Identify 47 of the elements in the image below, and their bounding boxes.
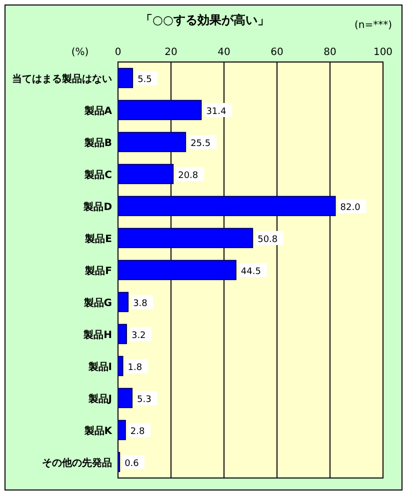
y-tick-label: 製品I — [87, 361, 112, 373]
data-label: 3.2 — [131, 331, 146, 341]
y-tick-label: 製品K — [83, 425, 114, 437]
bar — [118, 164, 174, 184]
y-tick-label: 製品J — [87, 393, 112, 405]
data-label: 31.4 — [206, 107, 227, 117]
y-tick-label: その他の先発品 — [42, 457, 112, 469]
bar — [118, 420, 126, 440]
bar — [118, 292, 129, 312]
y-tick-label: 当てはまる製品はない — [12, 73, 112, 85]
bar — [118, 68, 134, 88]
chart-title: 「○○する効果が高い」 — [140, 13, 270, 27]
data-label: 50.8 — [258, 235, 278, 245]
bar — [118, 100, 202, 120]
data-label: 5.3 — [137, 395, 152, 405]
y-tick-label: 製品C — [84, 169, 112, 181]
text: (n=***) — [354, 20, 392, 31]
data-label: 82.0 — [340, 203, 361, 213]
x-tick-label: 40 — [218, 47, 230, 58]
bar — [118, 388, 133, 408]
data-label: 44.5 — [240, 267, 261, 277]
x-tick-label: 80 — [324, 47, 336, 58]
x-axis-title: (%) — [71, 47, 89, 58]
data-label: 0.6 — [124, 459, 140, 469]
y-tick-label: 製品B — [83, 137, 112, 149]
y-tick-label: 製品D — [82, 201, 112, 213]
bar — [118, 324, 127, 344]
bar — [118, 196, 336, 216]
data-label: 25.5 — [190, 139, 211, 149]
data-label: 3.8 — [133, 299, 148, 309]
bar — [118, 132, 186, 152]
y-tick-label: 製品A — [83, 105, 112, 117]
y-tick-label: 製品H — [82, 329, 112, 341]
y-tick-label: 製品F — [84, 265, 112, 277]
data-label: 2.8 — [130, 427, 146, 437]
data-label: 20.8 — [178, 171, 198, 181]
y-tick-label: 製品E — [84, 233, 112, 245]
y-tick-label: 製品G — [82, 297, 112, 309]
x-tick-label: 100 — [373, 47, 393, 58]
data-label: 5.5 — [138, 75, 152, 85]
bar — [118, 228, 254, 248]
x-tick-label: 0 — [114, 47, 122, 58]
bar — [118, 260, 236, 280]
x-tick-label: 20 — [164, 47, 178, 58]
x-tick-label: 60 — [270, 47, 284, 58]
bar — [118, 356, 124, 376]
data-label: 1.8 — [128, 363, 142, 373]
